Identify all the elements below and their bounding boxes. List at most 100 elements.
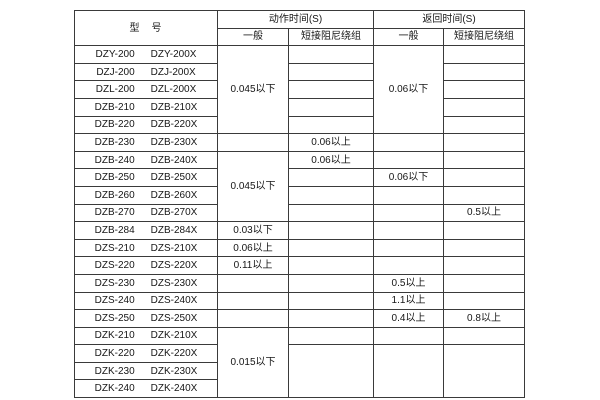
action-damping-cell bbox=[288, 80, 374, 99]
relay-timing-table: 型 号 动作时间(S) 返回时间(S) 一般 短接阻尼绕组 一般 短接阻尼绕组 … bbox=[74, 9, 525, 399]
table-row: DZJ-200 DZJ-200X bbox=[74, 62, 525, 82]
return-general-cell bbox=[373, 256, 444, 275]
model-name-right: DZK-240X bbox=[150, 383, 198, 395]
return-damping-cell bbox=[443, 273, 525, 293]
model-name-left: DZB-220 bbox=[94, 119, 135, 131]
model-cell: DZS-240 DZS-240X bbox=[74, 291, 218, 311]
model-cell: DZL-200 DZL-200X bbox=[74, 80, 218, 99]
model-name-left: DZK-210 bbox=[94, 330, 135, 342]
action-damping-cell bbox=[288, 185, 374, 205]
header-return-damping: 短接阻尼绕组 bbox=[443, 27, 525, 47]
table-row: DZY-200 DZY-200X 0.045以下 0.06以下 bbox=[74, 45, 525, 135]
action-damping-cell bbox=[288, 309, 374, 328]
header-action-time: 动作时间(S) bbox=[217, 10, 374, 29]
action-damping-cell bbox=[288, 115, 374, 135]
model-name-right: DZK-220X bbox=[150, 348, 198, 360]
return-general-cell: 0.5以上 bbox=[373, 273, 444, 293]
model-cell: DZK-240 DZK-240X bbox=[74, 379, 218, 399]
model-name-right: DZB-250X bbox=[150, 172, 198, 184]
header-model: 型 号 bbox=[74, 9, 218, 47]
return-damping-cell bbox=[443, 133, 525, 152]
return-damping-cell bbox=[443, 185, 525, 205]
return-damping-cell bbox=[443, 115, 525, 135]
return-damping-cell bbox=[443, 291, 525, 311]
model-name-left: DZS-210 bbox=[94, 242, 135, 254]
model-name-left: DZB-210 bbox=[94, 101, 135, 113]
table-row: DZS-210 DZS-210X 0.06以上 bbox=[74, 238, 525, 258]
model-name-left: DZK-240 bbox=[94, 383, 135, 395]
action-damping-cell bbox=[288, 291, 374, 311]
action-damping-cell bbox=[288, 238, 374, 258]
model-name-left: DZB-240 bbox=[94, 154, 135, 166]
header-return-time: 返回时间(S) bbox=[373, 10, 525, 29]
model-name-left: DZJ-200 bbox=[96, 66, 135, 78]
header-action-general: 一般 bbox=[217, 27, 289, 47]
action-damping-cell bbox=[288, 203, 374, 223]
return-damping-cell bbox=[443, 344, 525, 399]
action-damping-cell bbox=[288, 97, 374, 117]
model-name-left: DZS-230 bbox=[94, 277, 135, 289]
table-row: DZB-210 DZB-210X bbox=[74, 97, 525, 117]
return-general-cell bbox=[373, 344, 444, 399]
model-name-left: DZL-200 bbox=[95, 84, 135, 96]
model-name-left: DZB-284 bbox=[94, 224, 135, 236]
return-general-cell bbox=[373, 326, 444, 346]
model-name-left: DZK-230 bbox=[94, 365, 135, 377]
model-name-right: DZB-220X bbox=[150, 119, 198, 131]
action-general-cell bbox=[217, 273, 289, 293]
model-cell: DZB-240 DZB-240X bbox=[74, 150, 218, 170]
model-name-right: DZJ-200X bbox=[150, 66, 196, 78]
table-row: DZB-240 DZB-240X 0.045以下 0.06以上 bbox=[74, 150, 525, 223]
action-damping-cell: 0.06以上 bbox=[288, 133, 374, 152]
action-general-cell bbox=[217, 291, 289, 311]
action-damping-cell bbox=[288, 221, 374, 240]
table-row: DZK-220 DZK-220X bbox=[74, 344, 525, 399]
action-general-cell: 0.045以下 bbox=[217, 45, 289, 135]
return-general-cell bbox=[373, 203, 444, 223]
table-row: DZL-200 DZL-200X bbox=[74, 80, 525, 99]
model-name-right: DZB-240X bbox=[150, 154, 198, 166]
action-damping-cell bbox=[288, 45, 374, 64]
action-general-cell: 0.06以上 bbox=[217, 238, 289, 258]
action-general-cell: 0.045以下 bbox=[217, 150, 289, 223]
model-cell: DZB-250 DZB-250X bbox=[74, 168, 218, 187]
return-damping-cell bbox=[443, 221, 525, 240]
return-damping-cell bbox=[443, 62, 525, 82]
table-row: DZB-284 DZB-284X 0.03以下 bbox=[74, 221, 525, 240]
action-damping-cell: 0.06以上 bbox=[288, 150, 374, 170]
model-cell: DZK-210 DZK-210X bbox=[74, 326, 218, 346]
model-name-right: DZB-260X bbox=[150, 189, 198, 201]
return-general-cell: 0.06以下 bbox=[373, 45, 444, 135]
model-name-left: DZS-250 bbox=[94, 312, 135, 324]
action-damping-cell bbox=[288, 273, 374, 293]
table-row: DZK-240 DZK-240X bbox=[74, 379, 525, 399]
model-name-right: DZB-210X bbox=[150, 101, 198, 113]
return-damping-cell bbox=[443, 97, 525, 117]
table-row: DZB-250 DZB-250X 0.06以下 bbox=[74, 168, 525, 187]
action-general-cell bbox=[217, 309, 289, 328]
model-name-left: DZB-260 bbox=[94, 189, 135, 201]
table-row: DZB-270 DZB-270X 0.5以上 bbox=[74, 203, 525, 223]
model-cell: DZJ-200 DZJ-200X bbox=[74, 62, 218, 82]
table-row: DZS-250 DZS-250X 0.4以上 0.8以上 bbox=[74, 309, 525, 328]
model-cell: DZB-230 DZB-230X bbox=[74, 133, 218, 152]
table-row: DZS-230 DZS-230X 0.5以上 bbox=[74, 273, 525, 293]
model-name-right: DZS-250X bbox=[150, 312, 198, 324]
table-row: DZB-230 DZB-230X 0.06以上 bbox=[74, 133, 525, 152]
return-general-cell bbox=[373, 221, 444, 240]
model-cell: DZS-230 DZS-230X bbox=[74, 273, 218, 293]
table-row: DZK-210 DZK-210X 0.015以下 bbox=[74, 326, 525, 399]
return-damping-cell bbox=[443, 80, 525, 99]
table-row: DZS-220 DZS-220X 0.11以上 bbox=[74, 256, 525, 275]
action-damping-cell bbox=[288, 344, 374, 399]
model-name-right: DZB-270X bbox=[150, 207, 198, 219]
return-general-cell bbox=[373, 185, 444, 205]
return-damping-cell bbox=[443, 256, 525, 275]
model-name-right: DZS-230X bbox=[150, 277, 198, 289]
return-damping-cell bbox=[443, 150, 525, 170]
return-general-cell bbox=[373, 133, 444, 152]
model-cell: DZY-200 DZY-200X bbox=[74, 45, 218, 64]
model-cell: DZS-220 DZS-220X bbox=[74, 256, 218, 275]
action-general-cell: 0.03以下 bbox=[217, 221, 289, 240]
return-general-cell: 0.4以上 bbox=[373, 309, 444, 328]
